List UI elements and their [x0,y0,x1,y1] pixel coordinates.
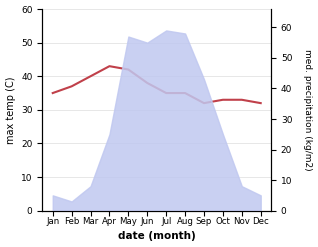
Y-axis label: med. precipitation (kg/m2): med. precipitation (kg/m2) [303,49,313,171]
X-axis label: date (month): date (month) [118,231,196,242]
Y-axis label: max temp (C): max temp (C) [5,76,16,144]
